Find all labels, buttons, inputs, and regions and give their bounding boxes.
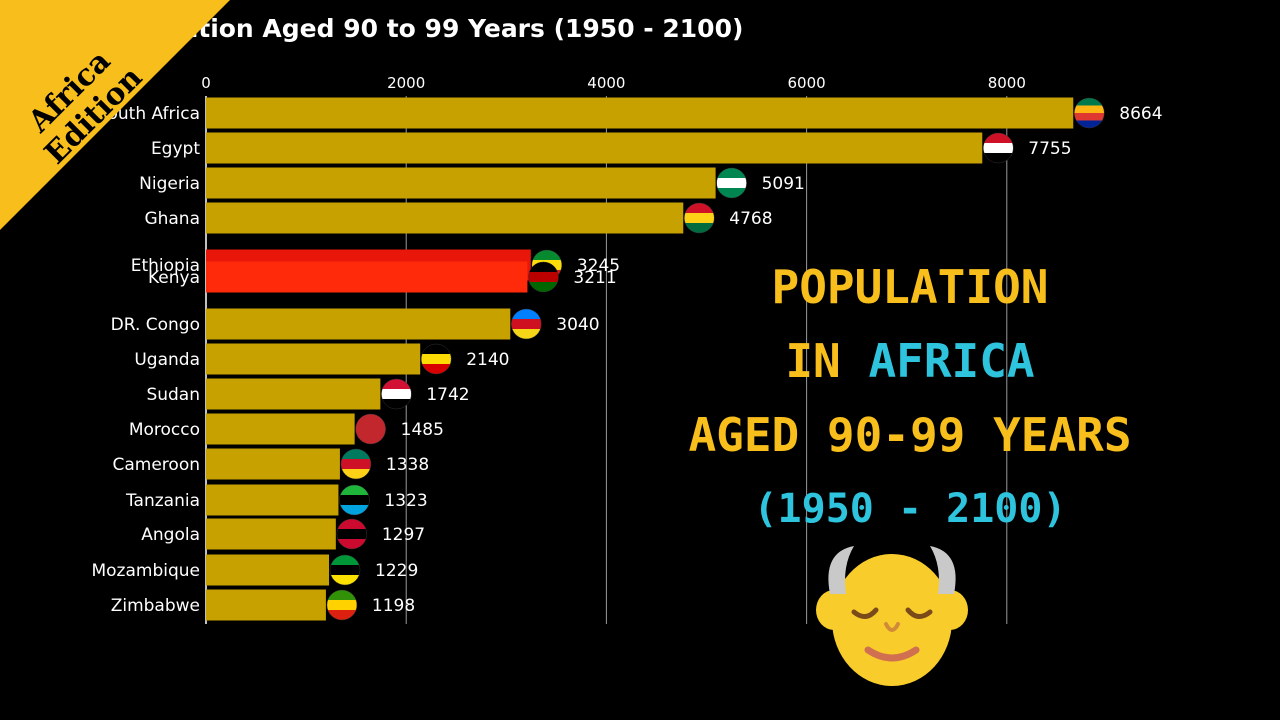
headline-in: IN: [785, 334, 869, 388]
value-label: 1338: [386, 455, 429, 475]
category-label: outh Africa: [107, 104, 200, 124]
value-label: 2140: [466, 350, 509, 370]
category-label: Egypt: [151, 139, 200, 159]
category-label: Mozambique: [91, 561, 200, 581]
value-label: 1742: [426, 385, 469, 405]
value-label: 7755: [1028, 139, 1071, 159]
flag-icon: [381, 378, 412, 410]
value-label: 1229: [375, 561, 418, 581]
headline: POPULATION IN AFRICA AGED 90-99 YEARS (1…: [660, 250, 1160, 546]
headline-line-1: POPULATION: [771, 260, 1049, 314]
value-label: 8664: [1119, 104, 1162, 124]
category-label: Uganda: [134, 350, 200, 370]
africa-edition-badge: Africa Edition: [0, 0, 230, 230]
flag-icon: [511, 308, 542, 340]
bar: [206, 448, 340, 480]
value-label: 5091: [762, 174, 805, 194]
elderly-face-icon: [816, 546, 968, 686]
flag-icon: [339, 484, 370, 516]
flag-icon: [983, 132, 1014, 164]
badge-triangle: [0, 0, 230, 230]
category-label: DR. Congo: [111, 315, 200, 335]
bar: [206, 413, 355, 445]
value-label: 1485: [401, 420, 444, 440]
headline-africa: AFRICA: [868, 334, 1035, 388]
category-label: Sudan: [146, 385, 200, 405]
flag-icon: [528, 261, 559, 293]
value-label: 1198: [372, 596, 415, 616]
bar: [206, 378, 381, 410]
flag-icon: [1074, 97, 1105, 129]
bar: [206, 308, 511, 340]
bar: [206, 484, 339, 516]
x-tick-label: 2000: [387, 74, 425, 92]
x-tick-label: 0: [201, 74, 211, 92]
flag-icon: [684, 202, 715, 234]
bar: [206, 261, 528, 293]
category-label: Tanzania: [125, 491, 200, 511]
x-tick-label: 4000: [587, 74, 625, 92]
bar: [206, 202, 684, 234]
bar: [206, 518, 336, 550]
bar: [206, 97, 1074, 129]
chart-title: ulation Aged 90 to 99 Years (1950 - 2100…: [155, 14, 744, 43]
headline-line-2: IN AFRICA: [660, 324, 1160, 398]
bar: [206, 343, 421, 375]
value-label: 3245: [577, 256, 620, 276]
category-label: Nigeria: [139, 174, 200, 194]
value-label: 1297: [382, 525, 425, 545]
category-label: Kenya: [148, 268, 200, 288]
category-label: Cameroon: [113, 455, 201, 475]
value-label: 1323: [384, 491, 427, 511]
category-label: Zimbabwe: [111, 596, 200, 616]
flag-icon: [336, 518, 368, 550]
x-tick-label: 6000: [788, 74, 826, 92]
flag-icon: [420, 343, 452, 375]
flags: [326, 97, 1105, 621]
value-label: 4768: [729, 209, 772, 229]
flag-icon: [326, 589, 358, 621]
bar: [206, 167, 716, 199]
labels: 8664 outh Africa 7755 Egypt 5091 Nigeria 4768 G…: [91, 104, 1162, 616]
x-axis-ticks: 0 2000 4000 6000 8000: [201, 74, 1026, 92]
flag-icon: [355, 413, 386, 445]
flag-icon: [340, 448, 372, 480]
flag-icon: [329, 554, 361, 586]
category-label: Morocco: [129, 420, 200, 440]
category-label: Ethiopia: [131, 256, 200, 276]
headline-line-3: AGED 90-99 YEARS: [688, 408, 1132, 462]
x-tick-label: 8000: [988, 74, 1026, 92]
value-label: 3211: [573, 268, 616, 288]
bars: [206, 97, 1074, 621]
bar: [206, 554, 330, 586]
value-label: 3040: [556, 315, 599, 335]
flag-icon: [716, 167, 747, 199]
category-label: Ghana: [144, 209, 200, 229]
bar: [206, 132, 983, 164]
category-label: Angola: [141, 525, 200, 545]
bar: [206, 589, 326, 621]
headline-line-4: (1950 - 2100): [753, 486, 1067, 532]
